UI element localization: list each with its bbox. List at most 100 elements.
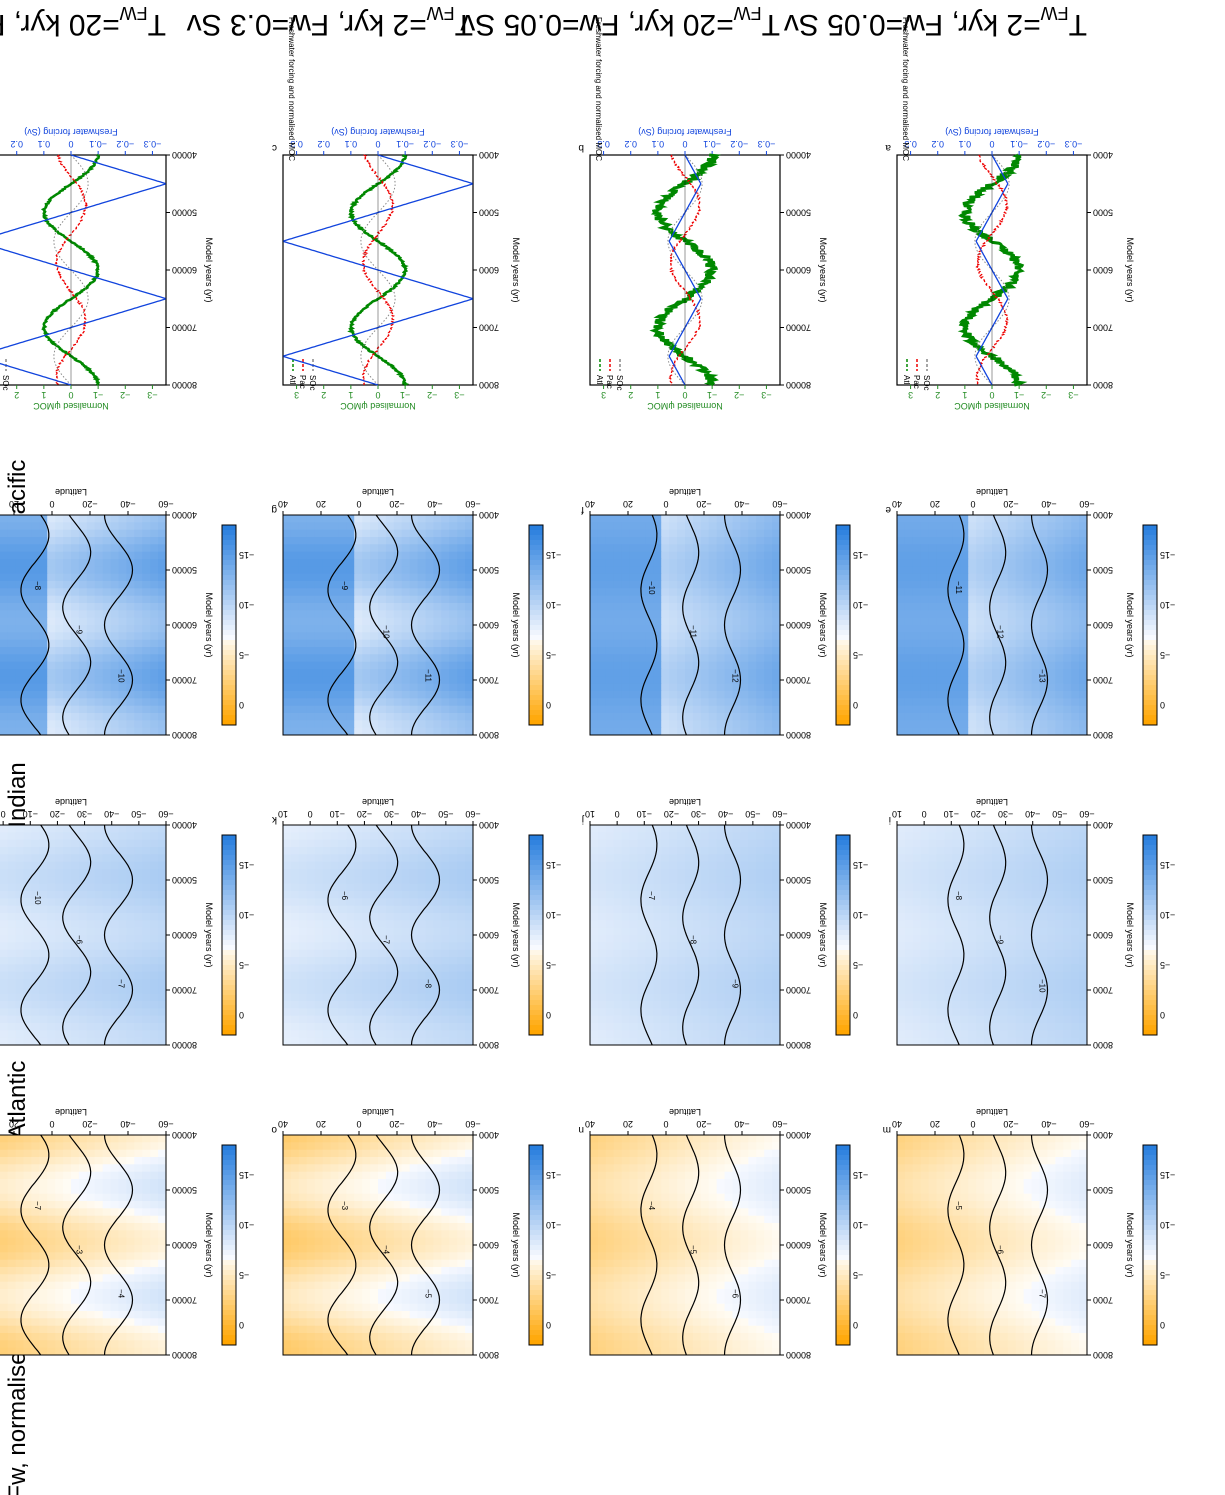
colorbar-cell [222, 575, 236, 581]
heatmap-cell [1071, 825, 1079, 833]
heatmap-cell [441, 515, 449, 523]
heatmap-cell [748, 654, 756, 662]
heatmap-cell [1031, 993, 1039, 1001]
heatmap-cell [134, 683, 142, 691]
colorbar-cell [529, 665, 543, 671]
heatmap-cell [1055, 1023, 1063, 1031]
heatmap-cell [465, 727, 473, 735]
heatmap-cell [385, 661, 393, 669]
time-tick-label: 60000 [786, 620, 811, 630]
heatmap-cell [417, 522, 425, 530]
heatmap-cell [637, 639, 645, 647]
heatmap-cell [936, 603, 944, 611]
column-title-4: TFW=20 kyr, Fw=0.3 Sv [0, 3, 166, 41]
heatmap-cell [653, 869, 661, 877]
heatmap-cell [912, 920, 920, 928]
heatmap-cell [912, 603, 920, 611]
heatmap-cell [590, 683, 598, 691]
heatmap-cell [756, 913, 764, 921]
heatmap-cell [928, 581, 936, 589]
panel-title: Freshwater forcing and normalised MOC [901, 17, 910, 161]
heatmap-cell [314, 676, 322, 684]
heatmap-cell [928, 566, 936, 574]
colorbar-cell [1143, 935, 1157, 941]
heatmap-cell [385, 669, 393, 677]
heatmap-panel-f: f−12−11−1040 20 0 −20 −40 −60Latitude40000500… [581, 487, 868, 740]
heatmap-cell [920, 573, 928, 581]
heatmap-cell [661, 705, 669, 713]
heatmap-cell [338, 683, 346, 691]
heatmap-cell [772, 720, 780, 728]
heatmap-cell [378, 551, 386, 559]
heatmap-cell [346, 683, 354, 691]
heatmap-cell [354, 603, 362, 611]
heatmap-cell [897, 876, 905, 884]
right-tick-label: 2 [14, 390, 19, 400]
heatmap-cell [772, 1037, 780, 1045]
heatmap-cell [322, 625, 330, 633]
heatmap-cell [677, 625, 685, 633]
heatmap-cell [669, 854, 677, 862]
heatmap-cell [685, 610, 693, 618]
heatmap-cell [441, 676, 449, 684]
heatmap-cell [378, 566, 386, 574]
heatmap-cell [904, 979, 912, 987]
heatmap-cell [708, 566, 716, 574]
heatmap-cell [669, 654, 677, 662]
heatmap-cell [102, 647, 110, 655]
heatmap-cell [661, 964, 669, 972]
heatmap-cell [290, 522, 298, 530]
heatmap-cell [613, 891, 621, 899]
legend-label: Pac [912, 375, 921, 389]
heatmap-cell [354, 698, 362, 706]
heatmap-cell [653, 698, 661, 706]
heatmap-cell [772, 949, 780, 957]
heatmap-cell [118, 551, 126, 559]
heatmap-cell [1079, 654, 1087, 662]
heatmap-cell [290, 551, 298, 559]
heatmap-cell [1071, 595, 1079, 603]
heatmap-cell [597, 669, 605, 677]
heatmap-cell [920, 861, 928, 869]
heatmap-cell [590, 1023, 598, 1031]
heatmap-cell [669, 898, 677, 906]
heatmap-cell [716, 676, 724, 684]
colorbar-cell [836, 655, 850, 661]
heatmap-cell [897, 979, 905, 987]
heatmap-cell [936, 832, 944, 840]
heatmap-cell [1079, 861, 1087, 869]
heatmap-cell [102, 566, 110, 574]
heatmap-cell [936, 891, 944, 899]
heatmap-cell [605, 610, 613, 618]
heatmap-cell [920, 876, 928, 884]
heatmap-cell [86, 713, 94, 721]
heatmap-cell [142, 603, 150, 611]
heatmap-cell [134, 544, 142, 552]
heatmap-cell [298, 661, 306, 669]
heatmap-cell [597, 566, 605, 574]
colorbar-tick-label: 0 [1160, 700, 1165, 710]
heatmap-cell [912, 661, 920, 669]
heatmap-cell [772, 905, 780, 913]
heatmap-cell [960, 861, 968, 869]
lat-tick-label: −30 [691, 809, 706, 819]
left-tick-label: −0.2 [423, 139, 441, 149]
colorbar: −15−10−50 [836, 525, 868, 726]
heatmap-cell [968, 920, 976, 928]
heatmap-cell [897, 610, 905, 618]
heatmap-cell [897, 1001, 905, 1009]
heatmap-cell [692, 920, 700, 928]
heatmap-cell [1063, 588, 1071, 596]
heatmap-cell [685, 861, 693, 869]
heatmap-cell [764, 720, 772, 728]
heatmap-cell [613, 705, 621, 713]
heatmap-cell [597, 529, 605, 537]
heatmap-cell [417, 720, 425, 728]
heatmap-cell [330, 588, 338, 596]
heatmap-cell [944, 861, 952, 869]
heatmap-cell [724, 993, 732, 1001]
heatmap-cell [298, 522, 306, 530]
heatmap-cell [1063, 1001, 1071, 1009]
heatmap-cell [637, 935, 645, 943]
heatmap-cell [928, 1001, 936, 1009]
